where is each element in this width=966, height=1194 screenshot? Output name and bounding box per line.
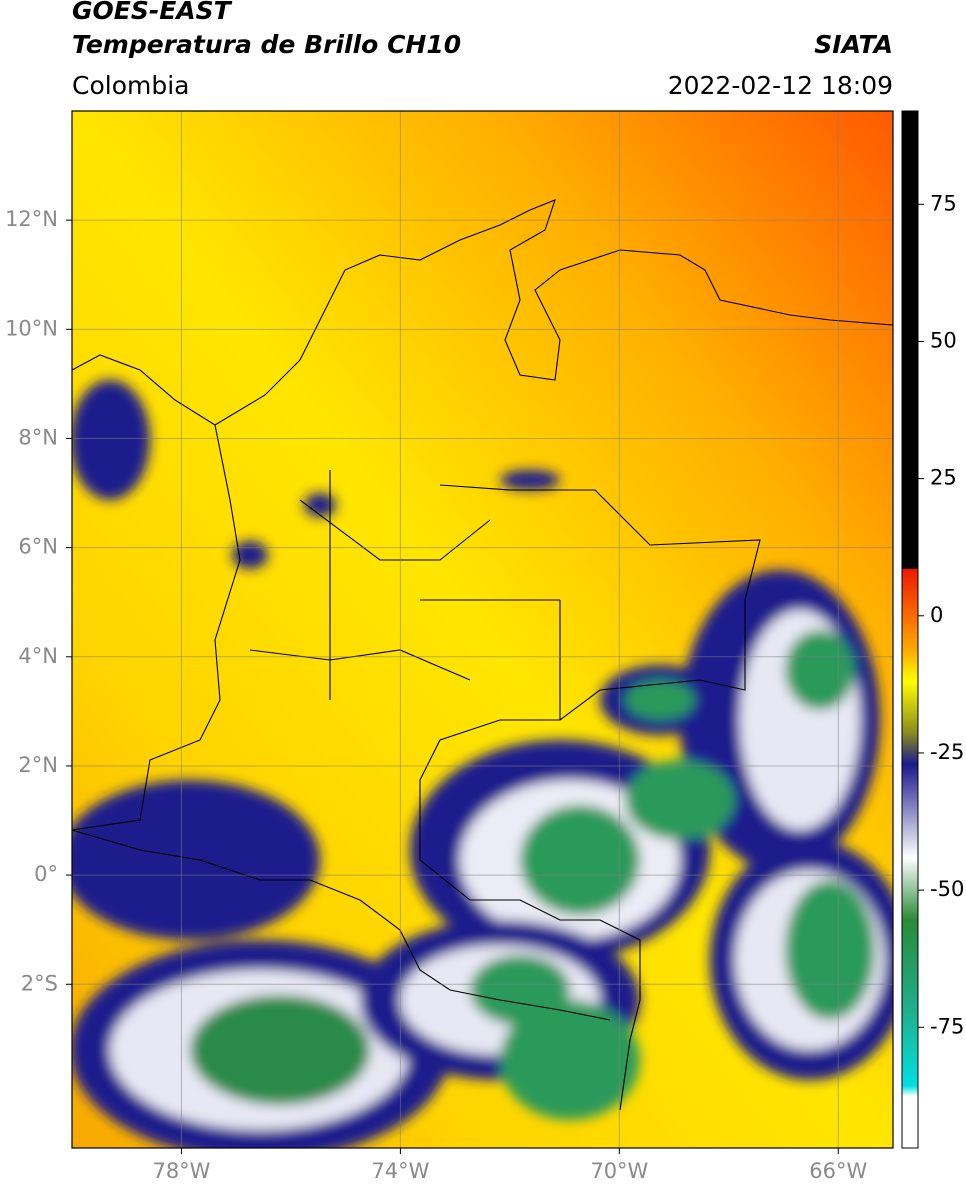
y-tick-label: 2°S [21,971,58,995]
y-tick-label: 2°N [18,753,58,777]
colorbar-tick-label: 0 [930,603,943,627]
datetime: 2022-02-12 18:09 [668,71,893,100]
satellite-image [72,111,893,1148]
product: Temperatura de Brillo CH10 [72,30,461,59]
colorbar-tick-label: 75 [930,191,957,215]
y-tick-label: 8°N [18,425,58,449]
x-tick-label: 70°W [590,1159,648,1183]
colorbar-tick-label: -50 [930,877,964,901]
satellite: GOES-EAST [72,0,233,25]
colorbar [901,110,919,1149]
y-tick-label: 10°N [5,316,58,340]
organization: SIATA [814,30,893,59]
y-tick-label: 6°N [18,535,58,559]
x-tick-label: 78°W [152,1159,210,1183]
grid [72,111,893,1148]
colorbar-tick-label: 50 [930,328,957,352]
x-tick-label: 74°W [371,1159,429,1183]
colorbar-tick-label: -25 [930,740,964,764]
y-tick-label: 4°N [18,644,58,668]
map-frame [71,110,894,1149]
y-tick-label: 0° [34,862,58,886]
colorbar-tick-label: -75 [930,1014,964,1038]
colorbar-tick-label: 25 [930,466,957,490]
x-tick-label: 66°W [809,1159,867,1183]
region: Colombia [72,71,189,100]
y-tick-label: 12°N [5,207,58,231]
